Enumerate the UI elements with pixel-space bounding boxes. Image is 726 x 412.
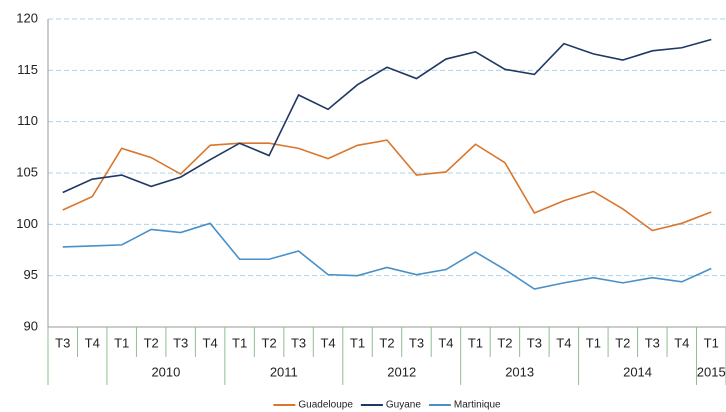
x-tick-label: T1 — [468, 335, 483, 350]
y-tick-label: 100 — [16, 216, 38, 231]
year-label: 2015 — [697, 364, 726, 379]
x-tick-label: T3 — [173, 335, 188, 350]
x-tick-label: T1 — [114, 335, 129, 350]
y-tick-label: 115 — [17, 62, 38, 77]
x-tick-label: T4 — [674, 335, 689, 350]
legend: Guadeloupe Guyane Martinique — [273, 400, 501, 411]
x-tick-label: T2 — [144, 335, 159, 350]
year-label: 2010 — [151, 364, 180, 379]
y-tick-label: 105 — [16, 164, 38, 179]
legend-label: Martinique — [454, 400, 501, 411]
x-tick-label: T1 — [232, 335, 247, 350]
y-tick-label: 110 — [17, 113, 38, 128]
year-label: 2013 — [505, 364, 534, 379]
y-tick-label: 120 — [16, 10, 38, 25]
x-tick-label: T4 — [556, 335, 571, 350]
x-tick-label: T4 — [85, 335, 100, 350]
x-tick-label: T2 — [262, 335, 277, 350]
y-tick-label: 90 — [24, 318, 38, 333]
x-tick-label: T3 — [645, 335, 660, 350]
series-line — [62, 38, 712, 194]
year-label: 2014 — [623, 364, 652, 379]
x-tick-label: T1 — [586, 335, 601, 350]
x-tick-label: T3 — [527, 335, 542, 350]
x-tick-label: T4 — [438, 335, 453, 350]
year-label: 2011 — [270, 364, 298, 379]
x-tick-label: T4 — [203, 335, 218, 350]
x-tick-label: T1 — [350, 335, 365, 350]
year-label: 2012 — [387, 364, 416, 379]
y-tick-label: 95 — [24, 267, 38, 282]
legend-label: Guadeloupe — [298, 400, 353, 411]
x-tick-label: T2 — [379, 335, 394, 350]
x-tick-label: T2 — [497, 335, 512, 350]
x-tick-label: T3 — [409, 335, 424, 350]
series-line — [62, 222, 712, 290]
x-tick-label: T2 — [615, 335, 630, 350]
series-line — [62, 139, 712, 232]
x-tick-label: T4 — [320, 335, 335, 350]
x-tick-label: T3 — [291, 335, 306, 350]
legend-label: Guyane — [386, 400, 421, 411]
x-tick-label: T1 — [704, 335, 719, 350]
x-tick-label: T3 — [55, 335, 70, 350]
